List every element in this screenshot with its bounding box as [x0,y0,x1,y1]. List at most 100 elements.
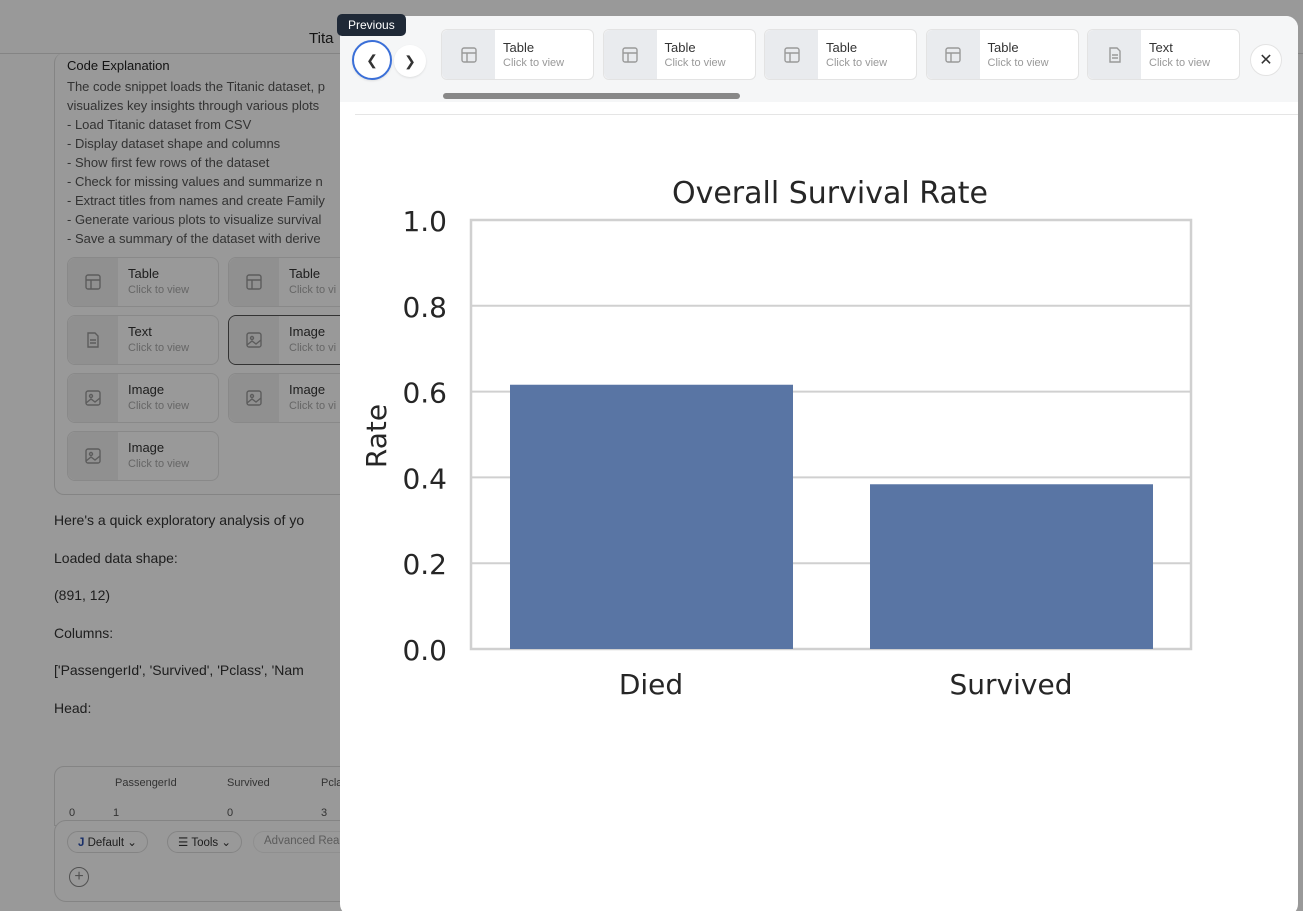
thumbnail-subtitle: Click to view [1149,57,1211,69]
artifact-type: Table [289,266,321,281]
shape-label: Loaded data shape: [54,550,178,566]
artifact-subtitle: Click to vi [289,400,337,412]
table-icon [229,258,279,306]
artifact-subtitle: Click to vi [289,284,337,296]
model-label: Default [87,837,125,849]
explanation-heading: Code Explanation [67,58,170,73]
image-icon [68,432,118,480]
y-tick-label: 0.8 [402,291,447,324]
thumbnail-table[interactable]: Table Click to view [602,29,756,80]
next-button[interactable]: ❯ [394,45,426,77]
table-header: Survived [227,777,270,789]
image-icon [229,316,279,364]
bar-survived [870,484,1153,649]
y-tick-label: 0.2 [402,548,447,581]
table-icon [926,30,980,79]
text-icon [68,316,118,364]
intro-text: Here's a quick exploratory analysis of y… [54,512,305,528]
tools-label: Tools [191,837,219,849]
previous-button[interactable]: ❮ [352,40,392,80]
image-icon [68,374,118,422]
y-tick-label: 0.4 [402,462,447,495]
explanation-text: The code snippet loads the Titanic datas… [67,77,325,248]
y-axis-label: Rate [360,404,393,468]
explanation-line: The code snippet loads the Titanic datas… [67,79,326,94]
modal-header: ❮ ❯ Table Click to view Table Click to view… [340,16,1298,102]
y-tick-label: 0.6 [402,377,447,410]
previous-tooltip: Previous [337,14,406,36]
tools-icon: ☰ [178,837,189,849]
thumbnail-subtitle: Click to view [826,57,888,69]
thumbnail-type: Table [826,40,858,55]
artifact-type: Table [128,266,160,281]
model-select[interactable]: J Default ⌄ [67,831,148,853]
text-icon [1088,30,1141,79]
table-cell: 1 [113,807,120,819]
artifact-type: Image [289,382,326,397]
table-icon [442,30,495,79]
y-tick-label: 1.0 [402,205,447,238]
thumbnail-table[interactable]: Table Click to view [441,29,594,80]
divider [355,114,1298,115]
bar-died [510,384,793,649]
explanation-line: - Load Titanic dataset from CSV [67,117,252,132]
thumbnail-type: Table [987,40,1019,55]
thumbnail-scrollbar[interactable] [443,93,740,99]
thumbnail-table[interactable]: Table Click to view [764,29,917,80]
thumbnail-subtitle: Click to view [987,57,1049,69]
chart-title: Overall Survival Rate [672,176,988,211]
close-button[interactable]: ✕ [1250,44,1282,76]
thumbnail-type: Table [503,40,535,55]
table-icon [68,258,118,306]
artifact-subtitle: Click to view [128,400,190,412]
survival-rate-chart: 0.0 0.2 0.4 0.6 0.8 1.0 Died Survived Overall Su… [360,176,1193,701]
shape-value: (891, 12) [54,587,111,603]
close-icon: ✕ [1259,52,1273,69]
table-cell: 3 [321,807,328,819]
image-icon [229,374,279,422]
thumbnail-subtitle: Click to view [503,57,565,69]
explanation-line: visualizes key insights through various … [67,98,320,113]
app-title: Tita [309,30,334,47]
columns-value: ['PassengerId', 'Survived', 'Pclass', 'N… [54,662,304,678]
thumbnail-text[interactable]: Text Click to view [1087,29,1240,80]
table-header: PassengerId [115,777,177,789]
head-label: Head: [54,700,92,716]
artifact-card-table[interactable]: Table Click to view [67,257,219,307]
thumbnail-subtitle: Click to view [664,57,726,69]
artifact-type: Text [128,324,152,339]
thumbnail-type: Text [1149,40,1173,55]
x-tick-label: Survived [950,668,1073,701]
artifact-subtitle: Click to view [128,342,190,354]
add-icon[interactable]: + [69,867,89,887]
table-cell: 0 [227,807,234,819]
chevron-left-icon: ❮ [366,51,378,68]
explanation-line: - Display dataset shape and columns [67,136,281,151]
columns-label: Columns: [54,625,114,641]
table-header: Pcla [321,777,343,789]
chevron-right-icon: ❯ [404,52,416,69]
y-tick-label: 0.0 [402,634,447,667]
x-tick-label: Died [619,668,683,701]
artifact-type: Image [128,382,165,397]
table-icon [603,30,657,79]
artifact-type: Image [128,440,165,455]
artifact-viewer-modal: ❮ ❯ Table Click to view Table Click to view… [340,16,1298,916]
explanation-line: - Save a summary of the dataset with der… [67,231,321,246]
artifact-card-image[interactable]: Image Click to view [67,373,219,423]
table-cell: 0 [69,807,76,819]
tools-button[interactable]: ☰ Tools ⌄ [167,831,243,853]
explanation-line: - Generate various plots to visualize su… [67,212,322,227]
artifact-subtitle: Click to view [128,458,190,470]
plot-frame [469,218,1193,651]
table-icon [765,30,818,79]
explanation-line: - Show first few rows of the dataset [67,155,270,170]
artifact-type: Image [289,324,326,339]
artifact-card-image[interactable]: Image Click to view [67,431,219,481]
artifact-subtitle: Click to view [128,284,190,296]
artifact-card-text[interactable]: Text Click to view [67,315,219,365]
explanation-line: - Check for missing values and summarize… [67,174,323,189]
artifact-subtitle: Click to vi [289,342,337,354]
thumbnail-table[interactable]: Table Click to view [925,29,1079,80]
thumbnail-type: Table [664,40,696,55]
